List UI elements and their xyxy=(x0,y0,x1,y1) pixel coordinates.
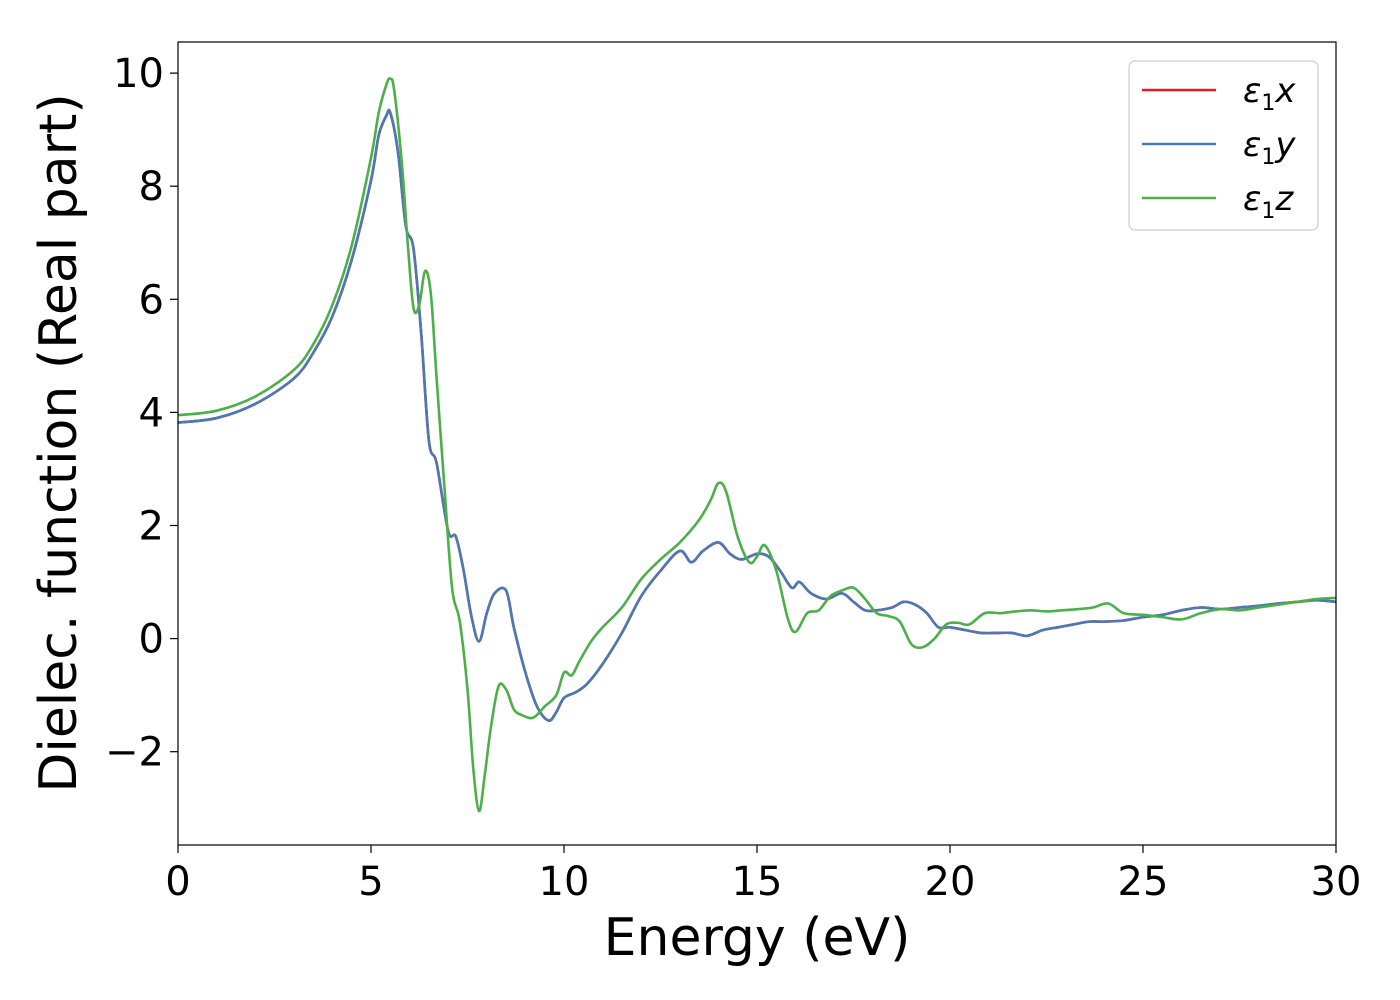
x-tick-label: 5 xyxy=(358,859,383,905)
y-tick-label: −2 xyxy=(105,730,164,776)
x-axis-title: Energy (eV) xyxy=(604,908,911,968)
y-axis-title: Dielec. function (Real part) xyxy=(29,93,89,792)
legend-label-y: ε1y xyxy=(1243,125,1296,170)
y-tick-label: 0 xyxy=(139,617,164,663)
y-tick-label: 10 xyxy=(113,51,164,97)
y-tick-label: 2 xyxy=(139,503,164,549)
legend: ε1x ε1y ε1z xyxy=(1128,60,1319,231)
y-axis: −2 0 2 4 6 8 10 xyxy=(105,51,178,776)
x-tick-label: 20 xyxy=(925,859,976,905)
series-layer xyxy=(178,77,1336,813)
y-tick-label: 4 xyxy=(139,390,164,436)
series-line-y xyxy=(178,108,1336,722)
legend-label-x: ε1x xyxy=(1243,71,1296,116)
x-tick-label: 0 xyxy=(165,859,190,905)
y-tick-label: 6 xyxy=(139,277,164,323)
legend-frame xyxy=(1128,60,1319,231)
x-tick-label: 25 xyxy=(1118,859,1169,905)
x-tick-label: 30 xyxy=(1311,859,1362,905)
x-tick-label: 15 xyxy=(732,859,783,905)
x-tick-label: 10 xyxy=(539,859,590,905)
y-tick-label: 8 xyxy=(139,164,164,210)
series-line-z xyxy=(178,77,1336,813)
x-axis: 0 5 10 15 20 25 30 xyxy=(165,845,1361,905)
legend-label-z: ε1z xyxy=(1243,179,1294,224)
